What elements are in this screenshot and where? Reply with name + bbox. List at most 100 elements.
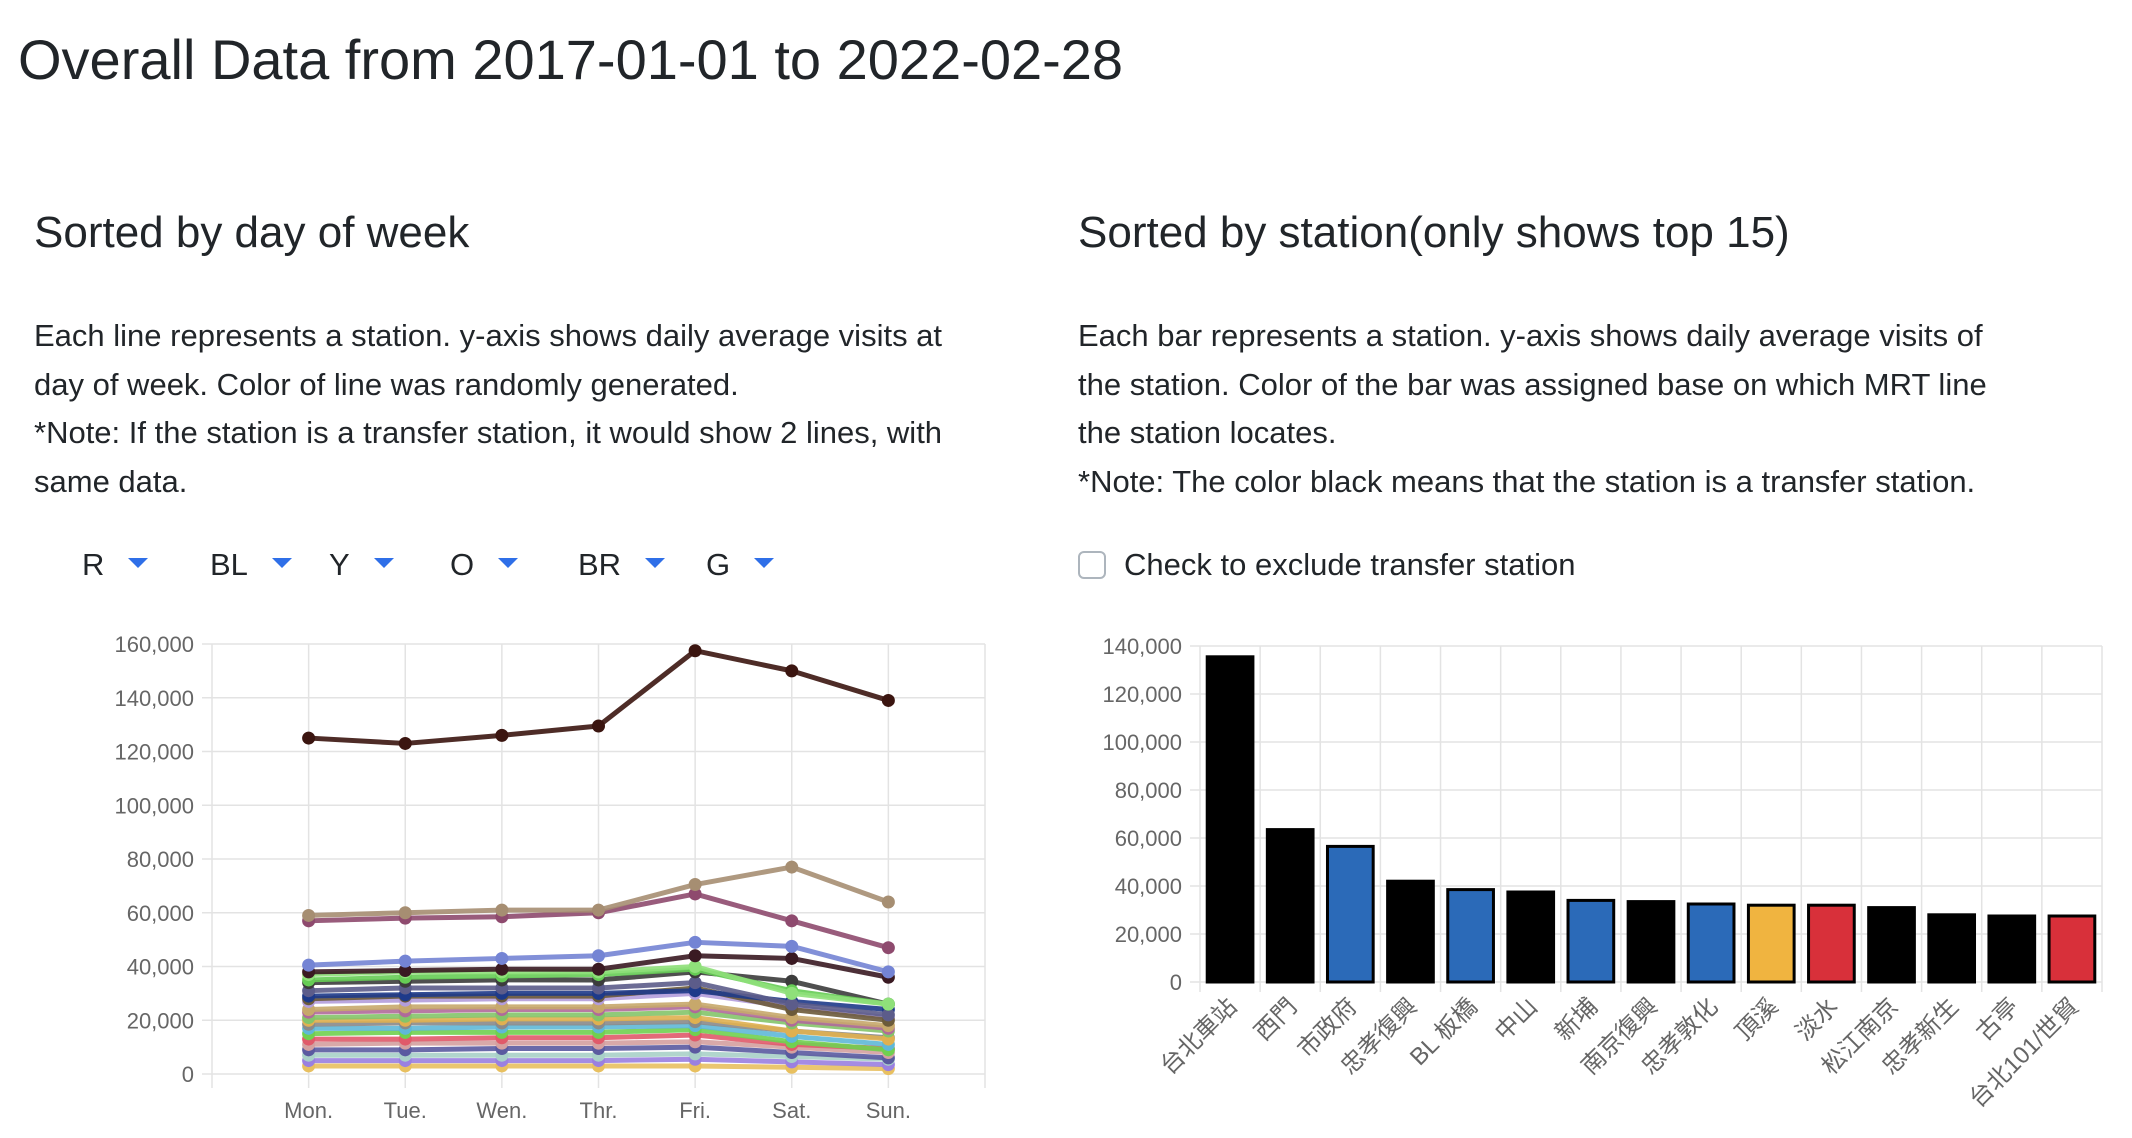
exclude-transfer-checkbox[interactable] bbox=[1078, 551, 1106, 579]
caret-down-icon bbox=[373, 558, 394, 568]
data-point bbox=[688, 935, 702, 949]
data-point bbox=[398, 954, 412, 968]
filter-dropdown-g[interactable]: G bbox=[706, 540, 775, 590]
x-tick-label: Fri. bbox=[679, 1098, 711, 1123]
data-point bbox=[592, 719, 605, 733]
y-tick-label: 40,000 bbox=[127, 955, 194, 980]
caret-down-icon bbox=[645, 558, 666, 568]
data-point bbox=[495, 951, 509, 965]
filter-dropdown-br[interactable]: BR bbox=[578, 540, 666, 590]
data-point bbox=[688, 976, 702, 990]
data-point bbox=[302, 731, 316, 745]
y-tick-label: 120,000 bbox=[114, 740, 194, 765]
bar bbox=[1265, 828, 1315, 984]
filter-label: BL bbox=[210, 547, 248, 582]
description-line: same data. bbox=[34, 463, 188, 499]
filter-dropdown-bl[interactable]: BL bbox=[210, 540, 292, 590]
day-of-week-heading: Sorted by day of week bbox=[34, 208, 470, 257]
bar bbox=[1987, 914, 2037, 984]
y-tick-label: 20,000 bbox=[1115, 922, 1182, 947]
y-tick-label: 140,000 bbox=[114, 686, 194, 711]
x-tick-label: Sun. bbox=[866, 1098, 911, 1123]
x-tick-label: Tue. bbox=[384, 1098, 427, 1123]
data-point bbox=[785, 986, 799, 1000]
x-tick-label: Wen. bbox=[476, 1098, 527, 1123]
data-point bbox=[881, 693, 895, 707]
day-of-week-line-chart: 0 20,000 40,000 60,000 80,000 100,000 120,000 1… bbox=[114, 632, 986, 1123]
y-tick-label: 80,000 bbox=[1115, 778, 1182, 803]
data-point bbox=[785, 860, 799, 874]
data-point bbox=[881, 965, 895, 979]
data-point bbox=[302, 958, 316, 972]
y-tick-label: 160,000 bbox=[114, 632, 194, 657]
y-tick-label: 120,000 bbox=[1102, 682, 1182, 707]
y-tick-label: 140,000 bbox=[1102, 634, 1182, 659]
data-point bbox=[688, 949, 702, 963]
bar bbox=[2047, 914, 2097, 984]
bar bbox=[1927, 913, 1977, 984]
bar bbox=[1746, 903, 1796, 984]
filter-dropdown-o[interactable]: O bbox=[450, 540, 519, 590]
description-line: *Note: If the station is a transfer stat… bbox=[34, 415, 943, 450]
y-tick-label: 0 bbox=[1170, 970, 1182, 995]
data-point bbox=[785, 974, 799, 988]
data-point bbox=[592, 903, 605, 917]
bar bbox=[1446, 888, 1495, 984]
x-tick-label: 西門 bbox=[1249, 993, 1302, 1046]
y-tick-label: 80,000 bbox=[127, 847, 194, 872]
x-tick-label: 台北101/世貿 bbox=[1964, 993, 2084, 1113]
y-tick-label: 60,000 bbox=[127, 901, 194, 926]
description-line: Each line represents a station. y-axis s… bbox=[34, 318, 943, 353]
y-tick-label: 20,000 bbox=[127, 1008, 194, 1033]
data-point bbox=[688, 878, 702, 892]
description-line: *Note: The color black means that the st… bbox=[1078, 463, 1976, 499]
bar bbox=[1566, 898, 1616, 984]
data-point bbox=[785, 914, 799, 928]
x-tick-label: 中山 bbox=[1490, 993, 1543, 1046]
filter-label: O bbox=[450, 547, 475, 582]
description-line: day of week. Color of line was randomly … bbox=[34, 366, 739, 402]
data-point bbox=[688, 887, 702, 901]
data-point bbox=[495, 728, 509, 742]
y-tick-label: 40,000 bbox=[1115, 874, 1182, 899]
exclude-transfer-toggle[interactable]: Check to exclude transfer station bbox=[1078, 540, 1575, 590]
day-of-week-description: Each line represents a station. y-axis s… bbox=[34, 312, 1044, 506]
bar bbox=[1205, 655, 1255, 984]
data-point bbox=[881, 1008, 895, 1022]
data-point bbox=[785, 664, 799, 678]
data-point bbox=[302, 908, 316, 922]
caret-down-icon bbox=[754, 558, 775, 568]
filter-dropdown-r[interactable]: R bbox=[82, 540, 149, 590]
station-bar-chart: 0 20,000 40,000 60,000 80,000 100,000 120,000 1… bbox=[1102, 634, 2103, 1113]
filter-label: R bbox=[82, 547, 105, 582]
y-tick-label: 100,000 bbox=[114, 793, 194, 818]
x-tick-label: 頂溪 bbox=[1730, 993, 1783, 1046]
data-point bbox=[688, 997, 702, 1011]
filter-label: G bbox=[706, 547, 731, 582]
filter-label: Y bbox=[329, 547, 350, 582]
bar bbox=[1325, 844, 1375, 984]
x-tick-label: Thr. bbox=[580, 1098, 618, 1123]
bar bbox=[1686, 902, 1736, 984]
data-point bbox=[398, 906, 412, 920]
description-line: the station locates. bbox=[1078, 415, 1337, 450]
x-tick-label: 新埔 bbox=[1550, 993, 1603, 1046]
description-line: the station. Color of the bar was assign… bbox=[1078, 366, 1987, 402]
x-tick-label: 古亭 bbox=[1971, 993, 2024, 1046]
caret-down-icon bbox=[498, 558, 519, 568]
x-tick-label: 淡水 bbox=[1791, 993, 1844, 1046]
data-point bbox=[592, 962, 605, 976]
y-tick-label: 0 bbox=[182, 1062, 194, 1087]
data-point bbox=[881, 997, 895, 1011]
data-point bbox=[495, 962, 509, 976]
data-point bbox=[785, 939, 799, 953]
x-tick-label: 台北車站 bbox=[1155, 993, 1242, 1080]
bar bbox=[1867, 906, 1916, 984]
x-tick-label: BL 板橋 bbox=[1405, 993, 1483, 1071]
station-heading: Sorted by station(only shows top 15) bbox=[1078, 208, 1790, 257]
x-tick-label: Mon. bbox=[284, 1098, 333, 1123]
data-point bbox=[785, 951, 799, 965]
exclude-transfer-label: Check to exclude transfer station bbox=[1124, 547, 1576, 582]
data-point bbox=[881, 941, 895, 955]
filter-dropdown-y[interactable]: Y bbox=[329, 540, 394, 590]
